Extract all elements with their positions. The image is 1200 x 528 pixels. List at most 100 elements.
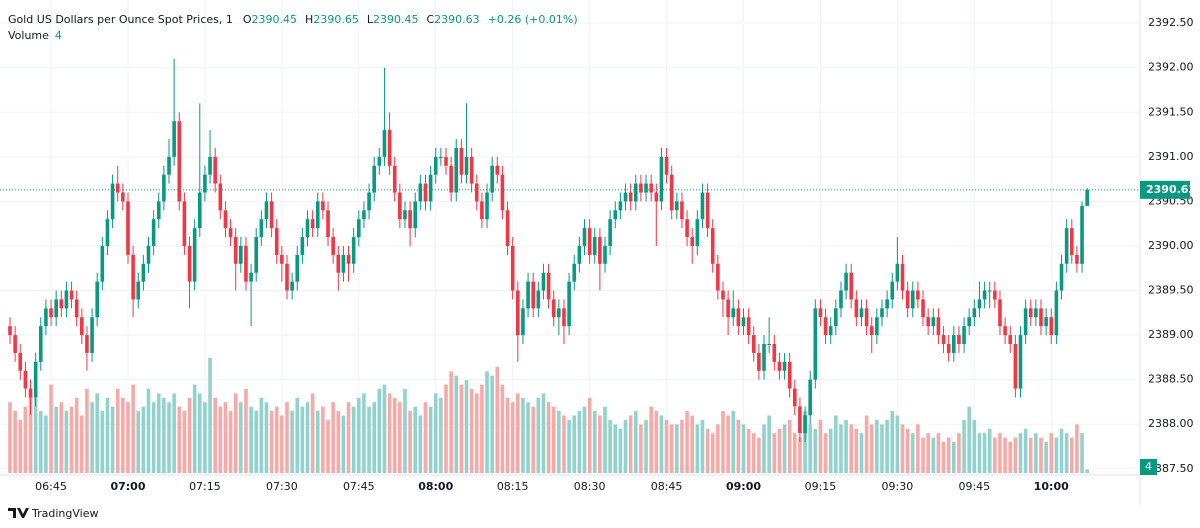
candle-body (895, 263, 900, 282)
volume-bar (495, 366, 500, 473)
candle-body (741, 317, 746, 327)
volume-bar (228, 411, 233, 473)
volume-bar (146, 388, 151, 473)
y-tick-label: 2389.50 (1148, 284, 1194, 297)
volume-bar (126, 402, 130, 473)
candle-body (603, 245, 607, 264)
candle-body (987, 290, 992, 292)
candle-body (69, 290, 74, 300)
y-tick-label: 2390.00 (1148, 239, 1194, 252)
candle-body (613, 210, 618, 220)
volume-bar (346, 402, 351, 473)
volume-bar (767, 415, 771, 473)
volume-bar (869, 424, 874, 473)
volume-bar (982, 433, 987, 473)
volume-bar (95, 393, 100, 473)
candle-body (1085, 189, 1089, 206)
volume-bar (490, 375, 494, 473)
candle-body (726, 299, 730, 318)
candle-body (618, 201, 623, 211)
volume-bar (895, 415, 900, 473)
volume-bar (644, 419, 648, 473)
ohlc-value: 2390.45 (252, 13, 298, 26)
candle-body (418, 183, 423, 202)
volume-bar (1075, 424, 1079, 473)
volume-bar (54, 406, 58, 473)
candle-body (926, 317, 930, 327)
candle-body (941, 335, 946, 344)
candle-body (900, 263, 905, 291)
volume-bar (464, 380, 469, 473)
volume-bar (890, 411, 895, 473)
last-volume-box (1140, 459, 1157, 475)
x-tick-label: 09:30 (882, 480, 914, 493)
x-tick-label: 07:00 (110, 480, 145, 493)
candle-body (182, 201, 187, 246)
volume-bar (972, 419, 977, 473)
volume-bar (110, 406, 115, 473)
volume-bar (1013, 437, 1018, 473)
volume-bar (13, 411, 17, 473)
volume-bar (100, 411, 105, 473)
volume-bar (131, 384, 135, 473)
volume-bar (736, 419, 741, 473)
candle-body (803, 415, 807, 434)
volume-bar (90, 402, 94, 473)
volume-bar (59, 402, 64, 473)
volume-bar (115, 388, 120, 473)
volume-bar (813, 428, 818, 473)
candle-body (439, 156, 443, 158)
volume-bar (377, 388, 382, 473)
candle-body (362, 210, 366, 220)
candle-body (274, 228, 279, 255)
volume-bar (423, 402, 428, 473)
volume-bar (1080, 433, 1084, 473)
volume-bar (557, 411, 561, 473)
candle-body (531, 281, 535, 309)
volume-bar (639, 424, 643, 473)
volume-bar (480, 384, 484, 473)
candle-body (510, 245, 515, 291)
volume-bar (28, 393, 33, 473)
candle-body (310, 219, 315, 229)
candle-body (1064, 228, 1069, 264)
y-tick-label: 2392.50 (1148, 16, 1194, 29)
volume-bar (1039, 437, 1043, 473)
candle-body (162, 174, 166, 202)
candle-body (1054, 290, 1059, 336)
volume-bar (726, 415, 730, 473)
volume-bar (1018, 433, 1023, 473)
candle-body (403, 210, 407, 220)
volume-bar (141, 406, 146, 473)
candle-body (505, 210, 510, 246)
volume-bar (218, 406, 223, 473)
candle-body (1023, 308, 1028, 336)
volume-bar (85, 388, 89, 473)
candle-body (387, 130, 392, 166)
candle-body (454, 147, 459, 193)
volume-bar (459, 384, 464, 473)
volume-bar (844, 419, 848, 473)
volume-bar (649, 406, 653, 473)
candle-body (690, 237, 695, 246)
candle-body (203, 174, 207, 193)
candle-body (1049, 317, 1054, 336)
volume-bar (664, 419, 669, 473)
y-tick-label: 2391.50 (1148, 105, 1194, 118)
volume-bar (167, 402, 171, 473)
volume-bar (249, 406, 253, 473)
candle-body (8, 326, 12, 336)
volume-bar (967, 406, 971, 473)
volume-bar (285, 402, 289, 473)
volume-bar (1044, 442, 1048, 473)
candle-body (336, 254, 341, 273)
candle-body (890, 281, 895, 300)
volume-bar (213, 397, 217, 473)
volume-bar (197, 393, 202, 473)
volume-bar (623, 419, 628, 473)
volume-bar (628, 415, 633, 473)
candle-body (798, 406, 802, 434)
candle-body (500, 174, 505, 211)
volume-bar (18, 419, 23, 473)
